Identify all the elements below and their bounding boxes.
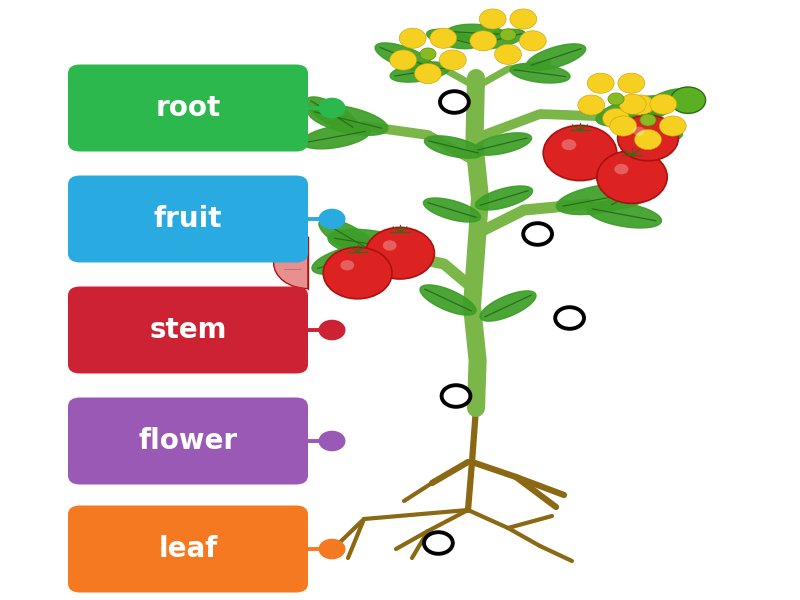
- Circle shape: [430, 28, 457, 48]
- Circle shape: [543, 125, 617, 181]
- Circle shape: [440, 91, 469, 113]
- Polygon shape: [312, 244, 384, 274]
- Circle shape: [618, 115, 678, 161]
- Polygon shape: [426, 29, 478, 49]
- Polygon shape: [596, 96, 676, 126]
- Circle shape: [442, 385, 470, 407]
- Circle shape: [366, 227, 434, 279]
- Circle shape: [633, 127, 645, 136]
- Circle shape: [510, 9, 537, 29]
- Polygon shape: [633, 89, 687, 121]
- Circle shape: [494, 44, 522, 64]
- Text: flower: flower: [138, 427, 238, 455]
- Polygon shape: [474, 29, 526, 49]
- Polygon shape: [526, 44, 586, 70]
- Circle shape: [634, 130, 662, 149]
- Circle shape: [439, 50, 466, 70]
- Polygon shape: [556, 184, 644, 215]
- FancyBboxPatch shape: [68, 397, 308, 485]
- Polygon shape: [420, 285, 476, 315]
- Circle shape: [500, 29, 516, 41]
- Polygon shape: [606, 178, 666, 209]
- Polygon shape: [510, 64, 570, 83]
- Polygon shape: [375, 43, 433, 71]
- Circle shape: [659, 116, 686, 136]
- Circle shape: [614, 164, 629, 175]
- Wedge shape: [274, 237, 308, 289]
- Circle shape: [608, 93, 624, 105]
- Circle shape: [341, 260, 354, 271]
- Circle shape: [420, 48, 436, 60]
- Circle shape: [597, 151, 667, 203]
- Circle shape: [319, 539, 345, 559]
- Circle shape: [618, 73, 645, 93]
- Circle shape: [627, 95, 654, 115]
- Circle shape: [479, 9, 506, 29]
- Circle shape: [610, 116, 637, 136]
- Polygon shape: [306, 97, 358, 131]
- Text: leaf: leaf: [158, 535, 218, 563]
- Circle shape: [399, 28, 426, 48]
- Circle shape: [319, 98, 345, 118]
- Polygon shape: [475, 186, 533, 210]
- Circle shape: [424, 532, 453, 554]
- FancyBboxPatch shape: [68, 64, 308, 152]
- Circle shape: [619, 94, 646, 114]
- Circle shape: [519, 31, 546, 51]
- Text: stem: stem: [150, 316, 226, 344]
- Circle shape: [390, 50, 417, 70]
- Circle shape: [587, 73, 614, 93]
- Circle shape: [562, 139, 576, 150]
- Circle shape: [602, 109, 630, 128]
- Circle shape: [319, 209, 345, 229]
- Polygon shape: [319, 219, 377, 255]
- Polygon shape: [425, 136, 482, 158]
- FancyBboxPatch shape: [68, 175, 308, 263]
- Circle shape: [470, 31, 497, 51]
- Circle shape: [640, 114, 656, 126]
- Circle shape: [523, 223, 552, 245]
- Circle shape: [555, 307, 584, 329]
- Circle shape: [578, 95, 605, 115]
- Circle shape: [323, 247, 392, 299]
- FancyBboxPatch shape: [68, 505, 308, 593]
- Polygon shape: [390, 62, 450, 82]
- Polygon shape: [423, 198, 481, 222]
- Polygon shape: [474, 133, 531, 155]
- Circle shape: [382, 240, 397, 251]
- Text: root: root: [155, 94, 221, 122]
- Circle shape: [319, 320, 345, 340]
- Polygon shape: [328, 229, 416, 259]
- Polygon shape: [480, 291, 536, 321]
- Polygon shape: [586, 202, 662, 228]
- Circle shape: [319, 431, 345, 451]
- Text: fruit: fruit: [154, 205, 222, 233]
- Polygon shape: [308, 105, 388, 135]
- Circle shape: [414, 64, 442, 83]
- Circle shape: [650, 94, 677, 114]
- Polygon shape: [447, 24, 505, 42]
- Circle shape: [670, 87, 706, 113]
- FancyBboxPatch shape: [68, 286, 308, 373]
- Polygon shape: [614, 117, 682, 141]
- Polygon shape: [302, 125, 370, 149]
